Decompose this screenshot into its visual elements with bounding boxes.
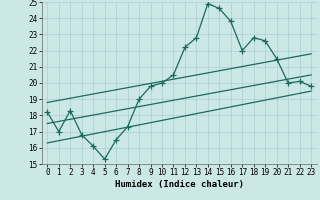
X-axis label: Humidex (Indice chaleur): Humidex (Indice chaleur): [115, 180, 244, 189]
